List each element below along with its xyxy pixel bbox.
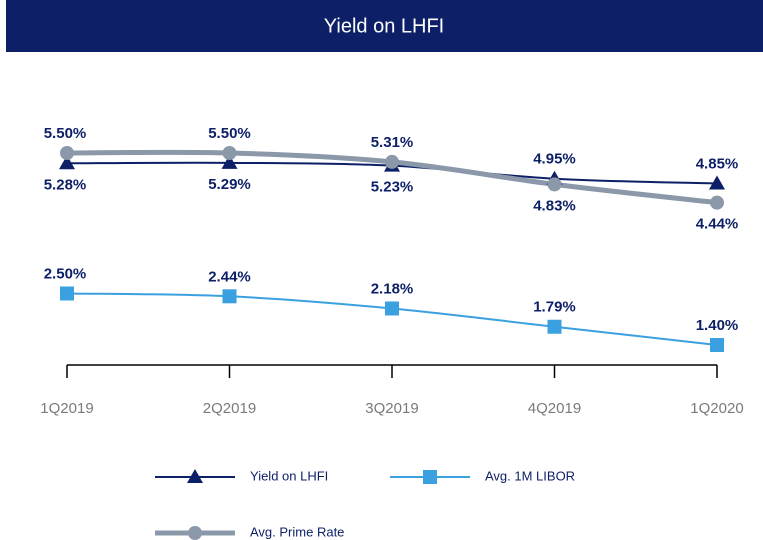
legend-marker xyxy=(188,526,202,540)
value-label: 2.44% xyxy=(208,268,251,285)
marker xyxy=(222,289,237,304)
value-label: 1.79% xyxy=(533,299,576,316)
x-tick-label: 1Q2020 xyxy=(690,400,743,417)
legend-marker xyxy=(423,470,437,484)
marker xyxy=(710,195,724,210)
value-label: 4.95% xyxy=(533,151,576,168)
marker xyxy=(60,286,74,301)
marker xyxy=(221,154,238,169)
marker xyxy=(547,319,562,334)
value-label: 5.50% xyxy=(208,125,251,142)
x-tick-label: 4Q2019 xyxy=(528,400,581,417)
value-label: 5.28% xyxy=(44,176,87,193)
x-tick-label: 1Q2019 xyxy=(40,400,93,417)
value-label: 4.85% xyxy=(696,155,739,172)
value-label: 1.40% xyxy=(696,317,739,334)
value-label: 5.31% xyxy=(371,134,414,151)
marker xyxy=(547,177,562,192)
value-label: 2.50% xyxy=(44,265,87,282)
legend-label: Yield on LHFI xyxy=(250,468,328,483)
value-label: 4.44% xyxy=(696,216,739,233)
marker xyxy=(385,301,399,316)
marker xyxy=(710,338,724,352)
x-tick-label: 2Q2019 xyxy=(203,400,256,417)
value-label: 5.50% xyxy=(44,125,87,142)
x-tick-label: 3Q2019 xyxy=(365,400,418,417)
marker xyxy=(709,175,725,190)
chart-title: Yield on LHFI xyxy=(324,15,444,37)
value-label: 5.29% xyxy=(208,176,251,193)
value-label: 2.18% xyxy=(371,280,414,297)
value-label: 4.83% xyxy=(533,197,576,214)
legend-label: Avg. 1M LIBOR xyxy=(485,468,575,483)
legend-marker xyxy=(187,469,203,483)
marker xyxy=(222,146,237,160)
marker xyxy=(59,155,75,170)
marker xyxy=(60,146,74,160)
title-banner xyxy=(6,0,763,52)
series-line xyxy=(66,292,718,346)
marker xyxy=(385,154,399,169)
legend-label: Avg. Prime Rate xyxy=(250,524,344,539)
value-label: 5.23% xyxy=(371,179,414,196)
